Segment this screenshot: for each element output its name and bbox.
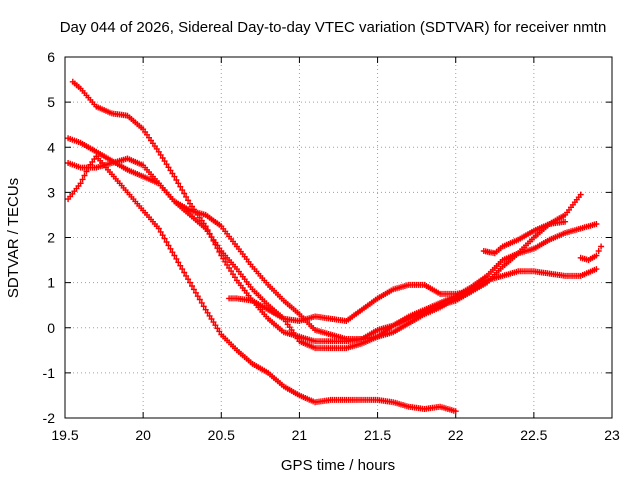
data-markers [65,153,459,415]
x-tick-label: 19.5 [51,427,78,443]
series-segment-6 [480,218,569,257]
data-markers [226,281,475,324]
series-segment-5 [226,281,475,324]
x-tick-label: 22 [448,427,464,443]
y-tick-label: -2 [43,410,56,426]
plot-frame [64,56,613,419]
y-tick-label: 6 [47,49,55,65]
x-tick-label: 20.5 [208,427,235,443]
y-tick-label: 2 [47,230,55,246]
x-tick-label: 21 [292,427,308,443]
grid-lines [65,57,612,418]
x-tick-label: 20 [135,427,151,443]
y-tick-label: 4 [47,139,55,155]
series-segment-7 [577,243,605,264]
data-markers [480,218,569,257]
data-markers [69,78,600,345]
x-axis-label: GPS time / hours [281,457,395,474]
y-tick-label: 3 [47,184,55,200]
x-tick-label: 21.5 [364,427,391,443]
y-tick-label: 0 [47,320,55,336]
y-tick-label: 5 [47,94,55,110]
data-points [65,78,605,415]
series-track-4 [65,153,459,415]
x-tick-label: 22.5 [520,427,547,443]
y-axis-label: SDTVAR / TECUs [5,178,22,298]
x-tick-label: 23 [604,427,620,443]
y-tick-label: 1 [47,275,55,291]
data-markers [577,243,605,264]
series-track-1 [69,78,600,345]
chart-title: Day 044 of 2026, Sidereal Day-to-day VTE… [60,19,607,36]
y-tick-label: -1 [43,365,56,381]
